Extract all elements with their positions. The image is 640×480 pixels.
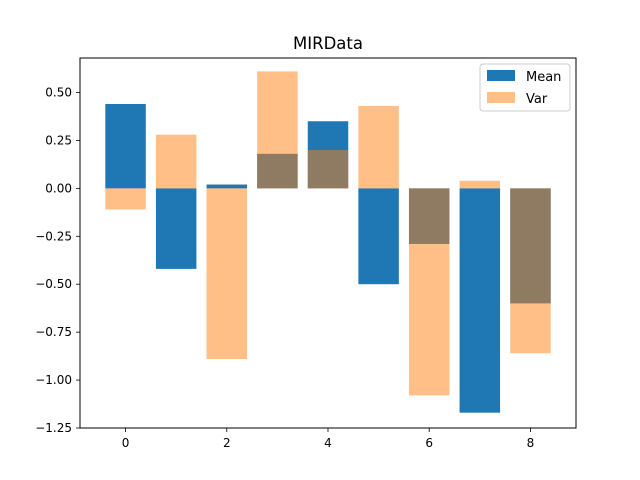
- bar-var-5: [358, 105, 399, 189]
- y-tick-label: −0.25: [35, 229, 72, 243]
- y-tick-label: −0.75: [35, 325, 72, 339]
- y-tick-label: −1.00: [35, 373, 72, 387]
- x-tick-label: 6: [425, 436, 433, 450]
- bar-var-8: [510, 188, 551, 354]
- legend: Mean Var: [479, 63, 571, 112]
- bar-mean-7: [459, 188, 501, 413]
- bar-var-1: [155, 134, 197, 189]
- bar-mean-0: [105, 104, 146, 189]
- bar-var-2: [206, 188, 248, 359]
- y-tick-label: 0.50: [45, 86, 72, 100]
- plot-frame: [79, 57, 577, 429]
- x-tick-label: 8: [527, 436, 535, 450]
- bar-mean-1: [155, 188, 197, 269]
- x-axis-ticks: 0 2 4 6 8: [122, 428, 535, 450]
- bar-var-3: [257, 71, 298, 189]
- legend-label-mean: Mean: [526, 70, 561, 85]
- legend-swatch-var: [487, 92, 515, 103]
- bar-var-6: [408, 188, 450, 396]
- x-tick-label: 0: [122, 436, 130, 450]
- x-tick-label: 4: [324, 436, 332, 450]
- legend-swatch-mean: [487, 70, 515, 81]
- bar-mean-5: [358, 188, 399, 285]
- y-tick-label: −1.25: [35, 421, 72, 435]
- y-tick-label: −0.50: [35, 277, 72, 291]
- chart-title: MIRData: [293, 34, 363, 53]
- bar-var-0: [105, 188, 146, 210]
- y-tick-label: 0.00: [45, 181, 72, 195]
- bars-group: [105, 71, 551, 413]
- x-tick-label: 2: [223, 436, 231, 450]
- y-axis-ticks: −1.25 −1.00 −0.75 −0.50 −0.25 0.00 0.25 0.50: [35, 86, 80, 435]
- y-tick-label: 0.25: [45, 133, 72, 147]
- bar-var-7: [459, 180, 501, 189]
- bar-var-4: [307, 150, 349, 189]
- legend-label-var: Var: [526, 92, 548, 107]
- bar-mean-2: [206, 184, 248, 189]
